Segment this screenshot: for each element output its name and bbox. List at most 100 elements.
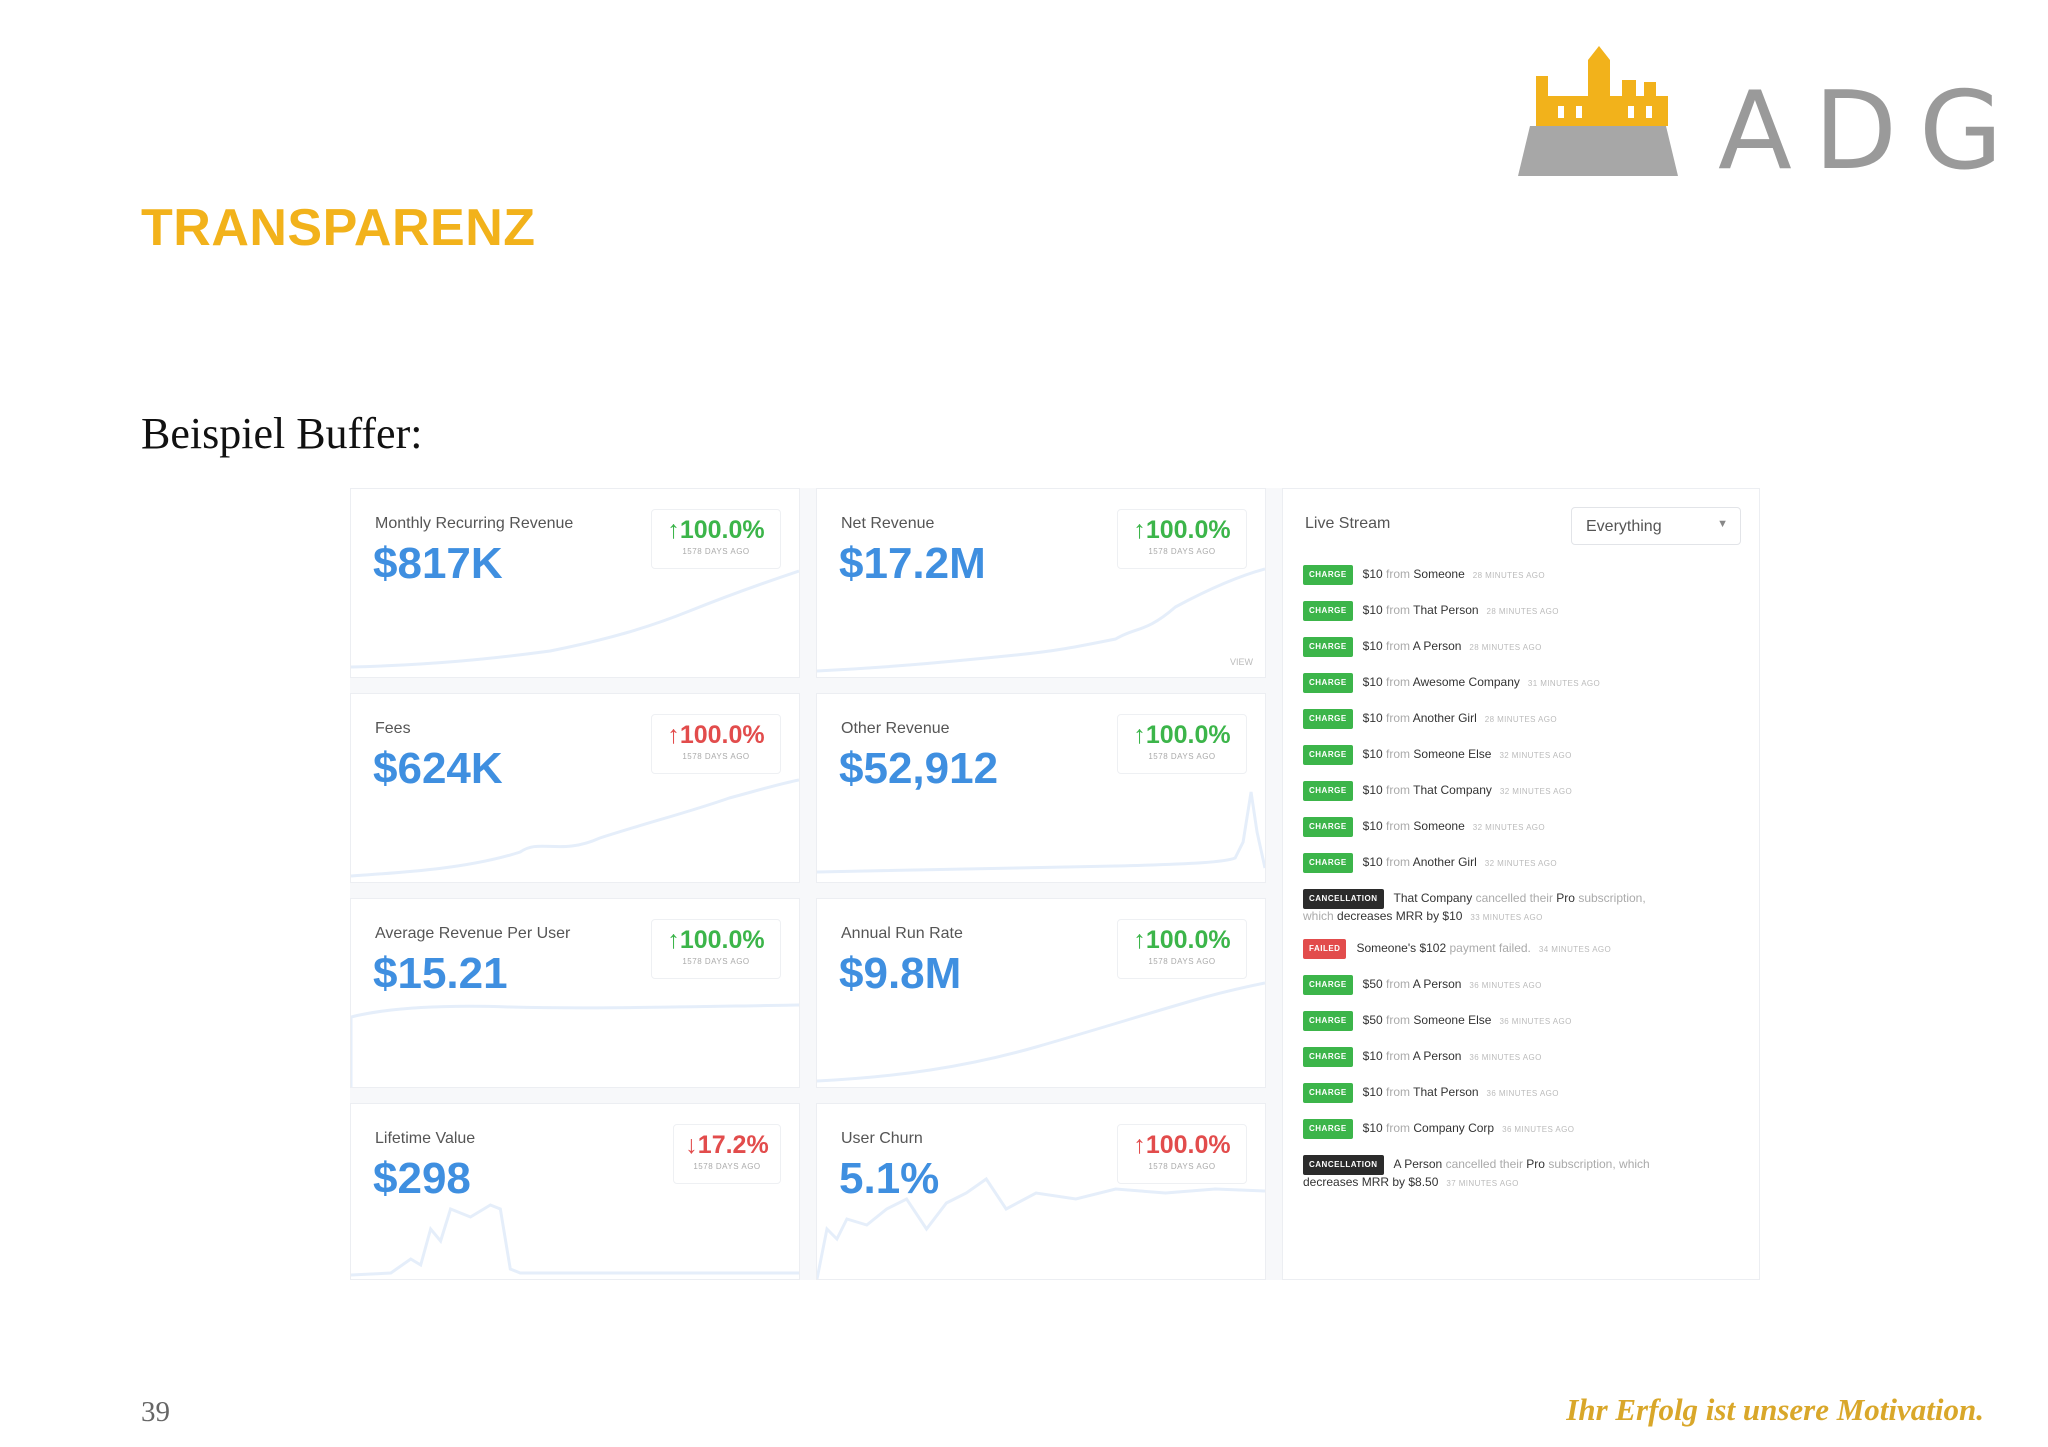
metric-card-user-churn[interactable]: User Churn 5.1% ↑100.0% 1578 DAYS AGO [816,1103,1266,1280]
event-customer: That Company [1413,783,1492,797]
list-item[interactable]: CHARGE $10 from Another Girl 28 MINUTES AG… [1303,709,1743,729]
metric-card-ltv[interactable]: Lifetime Value $298 ↓17.2% 1578 DAYS AGO [350,1103,800,1280]
event-customer: Someone's $102 [1356,941,1447,955]
change-value: ↑100.0% [1133,516,1231,544]
charge-badge: CHARGE [1303,673,1353,693]
event-from: from [1386,783,1411,797]
event-time: 36 MINUTES AGO [1469,981,1542,990]
list-item[interactable]: CHARGE $10 from Another Girl 32 MINUTES AG… [1303,853,1743,873]
event-time: 28 MINUTES AGO [1469,643,1542,652]
list-item[interactable]: CHARGE $10 from Awesome Company 31 MINUTES… [1303,673,1743,693]
sparkline [351,1203,799,1277]
event-time: 32 MINUTES AGO [1484,859,1558,868]
list-item[interactable]: CHARGE $10 from Someone 28 MINUTES AGO [1303,565,1743,585]
metric-label: Monthly Recurring Revenue [375,515,574,532]
event-from: from [1386,977,1411,991]
logo-wordmark: ADG [1718,69,2025,194]
event-amount: $10 [1362,747,1383,761]
event-plan: Pro [1526,1157,1545,1171]
event-time: 31 MINUTES AGO [1527,679,1601,688]
list-item[interactable]: FAILED Someone's $102 payment failed. 34 M… [1303,939,1743,959]
list-item[interactable]: CHARGE $10 from That Company 32 MINUTES AG… [1303,781,1743,801]
change-value: ↑100.0% [667,721,765,749]
metric-card-arpu[interactable]: Average Revenue Per User $15.21 ↑100.0% … [350,898,800,1088]
list-item[interactable]: CHARGE $10 from That Person 28 MINUTES AGO [1303,601,1743,621]
metric-value: $52,912 [839,744,999,793]
event-time: 36 MINUTES AGO [1499,1017,1572,1026]
failed-badge: FAILED [1303,939,1347,959]
adg-logo: ADG [1518,40,2003,190]
event-amount: $10 [1362,1085,1383,1099]
change-note: 1578 DAYS AGO [1148,547,1216,556]
metric-value: 5.1% [839,1154,940,1203]
event-text: subscription, [1578,891,1646,905]
filter-selected-value: Everything [1586,518,1662,535]
metric-label: Other Revenue [841,720,950,737]
event-customer: A Person [1412,1049,1462,1063]
list-item[interactable]: CANCELLATION That Company cancelled their… [1303,889,1743,925]
list-item[interactable]: CHARGE $10 from That Person 36 MINUTES AGO [1303,1083,1743,1103]
metric-value: $817K [373,539,503,588]
charge-badge: CHARGE [1303,817,1353,837]
charge-badge: CHARGE [1303,601,1353,621]
change-note: 1578 DAYS AGO [682,752,750,761]
sparkline [817,567,1265,673]
slide-subtitle: Beispiel Buffer: [141,409,423,458]
metric-card-other-revenue[interactable]: Other Revenue $52,912 ↑100.0% 1578 DAYS … [816,693,1266,883]
event-customer: Someone [1413,819,1465,833]
page-number: 39 [141,1396,170,1428]
event-from: from [1386,675,1411,689]
live-stream-events: CHARGE $10 from Someone 28 MINUTES AGO CHA… [1303,565,1743,1205]
change-badge: ↑100.0% 1578 DAYS AGO [651,714,781,774]
list-item[interactable]: CHARGE $50 from Someone Else 36 MINUTES AG… [1303,1011,1743,1031]
event-amount: $10 [1362,639,1383,653]
change-badge: ↓17.2% 1578 DAYS AGO [673,1124,781,1184]
event-amount: $10 [1362,819,1383,833]
event-amount: $50 [1362,977,1383,991]
event-time: 32 MINUTES AGO [1472,823,1546,832]
event-customer: Someone Else [1413,1013,1492,1027]
event-effect: decreases MRR by $10 [1337,909,1463,923]
event-amount: $10 [1362,855,1383,869]
charge-badge: CHARGE [1303,1047,1353,1067]
event-customer: A Person [1412,977,1462,991]
event-from: from [1386,855,1411,869]
metric-card-mrr[interactable]: Monthly Recurring Revenue $817K ↑100.0% … [350,488,800,678]
cancellation-badge: CANCELLATION [1303,889,1384,909]
change-badge: ↑100.0% 1578 DAYS AGO [1117,714,1247,774]
live-stream-panel: Live Stream Everything ▼ CHARGE $10 from … [1282,488,1760,1280]
metric-card-net-revenue[interactable]: Net Revenue $17.2M ↑100.0% 1578 DAYS AGO… [816,488,1266,678]
event-time: 28 MINUTES AGO [1486,607,1559,616]
metric-label: Net Revenue [841,515,935,532]
metric-label: Fees [375,720,411,737]
list-item[interactable]: CHARGE $10 from A Person 36 MINUTES AGO [1303,1047,1743,1067]
event-filter-select[interactable]: Everything ▼ [1571,507,1741,545]
sparkline [351,1003,799,1087]
event-time: 36 MINUTES AGO [1486,1089,1559,1098]
buffer-dashboard-screenshot: Monthly Recurring Revenue $817K ↑100.0% … [350,488,1760,1280]
event-amount: $10 [1362,567,1383,581]
metric-label: User Churn [841,1130,923,1147]
metric-card-annual-run-rate[interactable]: Annual Run Rate $9.8M ↑100.0% 1578 DAYS … [816,898,1266,1088]
list-item[interactable]: CHARGE $50 from A Person 36 MINUTES AGO [1303,975,1743,995]
list-item[interactable]: CHARGE $10 from Someone Else 32 MINUTES AG… [1303,745,1743,765]
change-note: 1578 DAYS AGO [1148,1162,1216,1171]
change-value: ↑100.0% [667,926,765,954]
event-amount: $10 [1362,603,1383,617]
event-time: 28 MINUTES AGO [1484,715,1558,724]
event-customer: That Company [1393,891,1473,905]
list-item[interactable]: CHARGE $10 from A Person 28 MINUTES AGO [1303,637,1743,657]
event-text: subscription, which [1548,1157,1650,1171]
metric-value: $15.21 [373,949,508,998]
change-badge: ↑100.0% 1578 DAYS AGO [651,919,781,979]
charge-badge: CHARGE [1303,1083,1353,1103]
event-time: 32 MINUTES AGO [1499,787,1573,796]
event-amount: $10 [1362,711,1383,725]
event-customer: Another Girl [1412,855,1477,869]
list-item[interactable]: CANCELLATION A Person cancelled their Pro… [1303,1155,1743,1191]
list-item[interactable]: CHARGE $10 from Someone 32 MINUTES AGO [1303,817,1743,837]
metric-card-fees[interactable]: Fees $624K ↑100.0% 1578 DAYS AGO [350,693,800,883]
view-link[interactable]: VIEW [1229,657,1253,667]
list-item[interactable]: CHARGE $10 from Company Corp 36 MINUTES AG… [1303,1119,1743,1139]
event-amount: $10 [1362,1121,1383,1135]
